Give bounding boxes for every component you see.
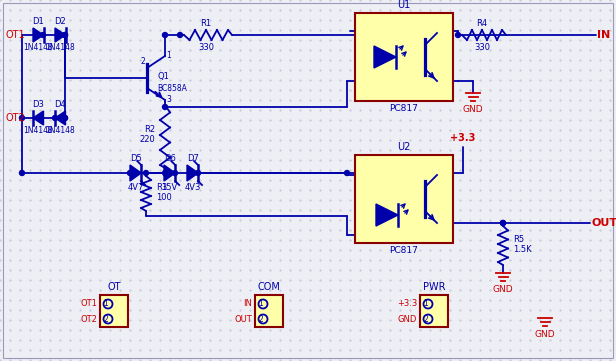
Bar bbox=[100, 295, 128, 327]
Text: 4V7: 4V7 bbox=[128, 183, 144, 192]
Circle shape bbox=[195, 170, 200, 175]
Text: R5: R5 bbox=[513, 235, 524, 244]
Text: U2: U2 bbox=[397, 142, 411, 152]
Text: D6: D6 bbox=[164, 154, 176, 163]
Circle shape bbox=[62, 32, 68, 38]
Text: PC817: PC817 bbox=[389, 104, 418, 113]
Circle shape bbox=[62, 116, 68, 121]
Text: R2: R2 bbox=[144, 126, 155, 135]
Text: 1: 1 bbox=[259, 300, 264, 309]
Circle shape bbox=[500, 221, 506, 226]
Text: D3: D3 bbox=[32, 100, 44, 109]
Text: D4: D4 bbox=[54, 100, 66, 109]
Polygon shape bbox=[187, 165, 198, 181]
Circle shape bbox=[177, 32, 182, 38]
Text: 4V3: 4V3 bbox=[184, 183, 201, 192]
Circle shape bbox=[144, 170, 148, 175]
Text: R3: R3 bbox=[156, 183, 168, 191]
Text: 15V: 15V bbox=[161, 183, 178, 192]
Text: OT1: OT1 bbox=[5, 30, 25, 40]
Bar bbox=[355, 13, 453, 101]
Bar bbox=[420, 295, 448, 327]
Polygon shape bbox=[55, 111, 65, 125]
Polygon shape bbox=[374, 46, 396, 68]
Text: 2: 2 bbox=[140, 57, 145, 66]
Text: 2: 2 bbox=[259, 314, 264, 323]
Text: OT: OT bbox=[107, 282, 121, 292]
Circle shape bbox=[62, 116, 68, 121]
Text: 220: 220 bbox=[139, 135, 155, 144]
Text: R1: R1 bbox=[200, 19, 211, 28]
Text: OT2: OT2 bbox=[5, 113, 25, 123]
Text: PC817: PC817 bbox=[389, 246, 418, 255]
Text: +3.3: +3.3 bbox=[450, 133, 476, 143]
Circle shape bbox=[52, 116, 57, 121]
Circle shape bbox=[20, 116, 25, 121]
Text: 3: 3 bbox=[166, 96, 171, 104]
Text: GND: GND bbox=[535, 330, 555, 339]
Circle shape bbox=[163, 104, 168, 109]
Text: 1: 1 bbox=[166, 52, 171, 61]
Circle shape bbox=[20, 170, 25, 175]
Bar bbox=[355, 155, 453, 243]
Text: 1: 1 bbox=[424, 300, 428, 309]
Text: 330: 330 bbox=[474, 43, 490, 52]
Text: OUT: OUT bbox=[234, 314, 252, 323]
Text: COM: COM bbox=[257, 282, 280, 292]
Text: R4: R4 bbox=[476, 19, 487, 28]
Polygon shape bbox=[33, 111, 44, 125]
Polygon shape bbox=[376, 204, 398, 226]
Text: 100: 100 bbox=[156, 192, 172, 201]
Circle shape bbox=[128, 170, 132, 175]
Text: U1: U1 bbox=[397, 0, 411, 10]
Text: Q1: Q1 bbox=[157, 71, 169, 81]
Circle shape bbox=[62, 32, 68, 38]
Text: 1N4148: 1N4148 bbox=[23, 126, 53, 135]
Text: D7: D7 bbox=[187, 154, 198, 163]
Text: 2: 2 bbox=[103, 314, 108, 323]
Circle shape bbox=[172, 170, 177, 175]
Circle shape bbox=[41, 32, 46, 38]
Circle shape bbox=[163, 32, 168, 38]
Text: +3.3: +3.3 bbox=[397, 300, 417, 309]
Polygon shape bbox=[164, 165, 175, 181]
Circle shape bbox=[455, 32, 461, 38]
Text: OT1: OT1 bbox=[80, 300, 97, 309]
Text: OT2: OT2 bbox=[80, 314, 97, 323]
Text: IN: IN bbox=[243, 300, 252, 309]
Text: PWR: PWR bbox=[423, 282, 445, 292]
Text: D1: D1 bbox=[33, 17, 44, 26]
Text: 1N4148: 1N4148 bbox=[46, 126, 75, 135]
Text: 1.5K: 1.5K bbox=[513, 244, 532, 253]
Bar bbox=[255, 295, 283, 327]
Text: 330: 330 bbox=[198, 43, 214, 52]
Text: 2: 2 bbox=[424, 314, 428, 323]
Text: GND: GND bbox=[493, 285, 513, 294]
Polygon shape bbox=[33, 28, 44, 42]
Circle shape bbox=[163, 170, 168, 175]
Text: 1N4148: 1N4148 bbox=[46, 43, 75, 52]
Text: GND: GND bbox=[397, 314, 417, 323]
Text: 1N4148: 1N4148 bbox=[23, 43, 53, 52]
Text: BC858A: BC858A bbox=[157, 84, 187, 93]
Text: D2: D2 bbox=[54, 17, 66, 26]
Text: 1: 1 bbox=[103, 300, 108, 309]
Text: D5: D5 bbox=[130, 154, 142, 163]
Text: GND: GND bbox=[463, 105, 484, 114]
Polygon shape bbox=[130, 165, 141, 181]
Text: IN: IN bbox=[597, 30, 610, 40]
Text: OUT: OUT bbox=[592, 218, 616, 228]
Circle shape bbox=[500, 221, 506, 226]
Circle shape bbox=[344, 170, 349, 175]
Polygon shape bbox=[55, 28, 65, 42]
